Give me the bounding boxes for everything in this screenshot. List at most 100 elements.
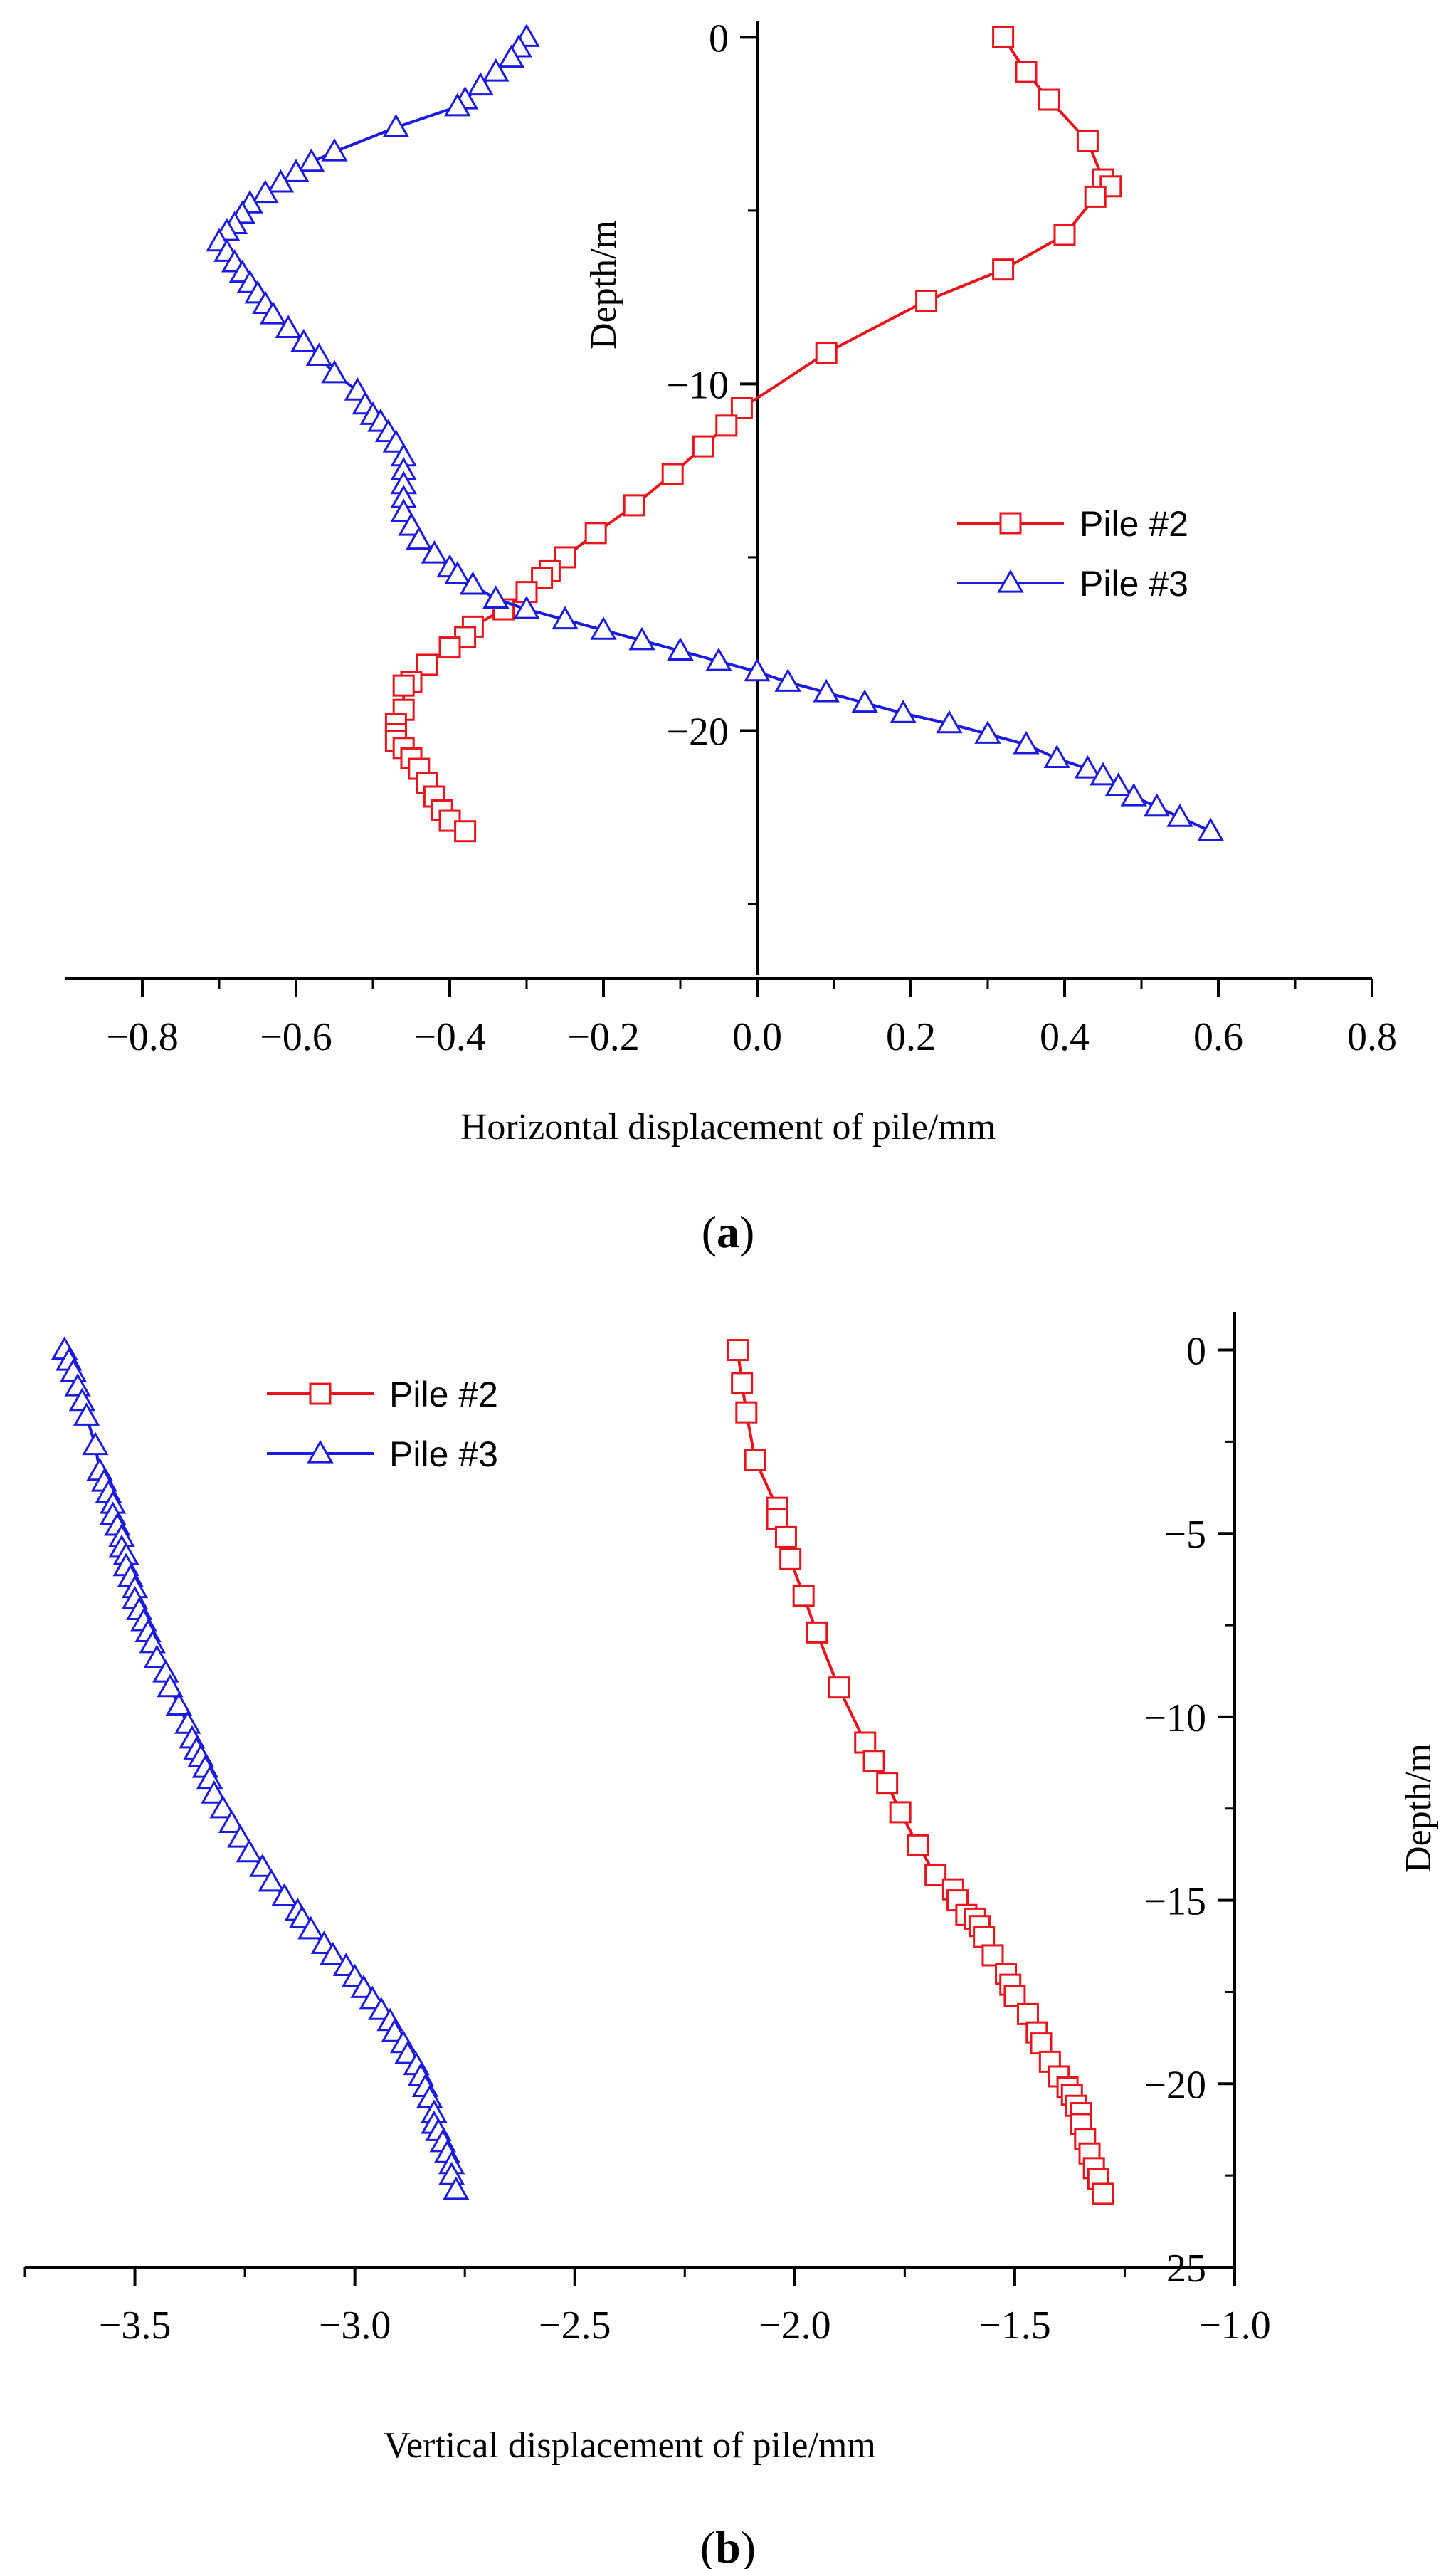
chart-a-point-pile3 xyxy=(482,585,510,609)
chart-a-point-pile2 xyxy=(992,258,1015,281)
chart-a-point-pile3 xyxy=(552,606,579,630)
chart-a-point-pile3 xyxy=(482,58,510,82)
chart-a-point-pile2 xyxy=(438,636,461,659)
chart-a-point-pile2 xyxy=(692,435,714,458)
chart-a-point-pile2 xyxy=(416,653,438,676)
chart-b-x-tick-label: −1.5 xyxy=(978,2303,1051,2348)
chart-a-point-pile3 xyxy=(974,720,1001,744)
chart-b-point-pile3 xyxy=(143,1644,171,1669)
chart-a-point-pile3 xyxy=(705,647,732,671)
chart-a-point-pile3 xyxy=(344,377,371,401)
chart-a-point-pile3 xyxy=(890,699,917,723)
chart-a-point-pile2 xyxy=(992,26,1015,48)
chart-a-point-pile3 xyxy=(390,498,417,522)
chart-b-legend-label: Pile #2 xyxy=(389,1375,498,1414)
chart-b-x-tick-label: −3.5 xyxy=(99,2303,172,2348)
chart-a-point-pile3 xyxy=(1043,745,1070,769)
chart-b-point-pile3 xyxy=(174,1711,201,1734)
chart-b-point-pile3 xyxy=(258,1868,285,1892)
chart-a-x-tick-label: −0.4 xyxy=(413,1015,486,1059)
chart-a-legend-marker xyxy=(997,569,1024,593)
chart-b-point-pile2 xyxy=(735,1401,758,1424)
chart-a-point-pile2 xyxy=(584,522,607,545)
chart-a-point-pile3 xyxy=(398,512,425,536)
chart-a-point-pile2 xyxy=(1084,185,1107,208)
chart-a-x-tick-label: 0.2 xyxy=(886,1015,936,1059)
chart-a-point-pile3 xyxy=(1074,755,1102,779)
chart-b-caption-open: ( xyxy=(700,2522,715,2569)
chart-b-point-pile3 xyxy=(320,1941,347,1965)
chart-b-legend: Pile #2 Pile #3 xyxy=(267,1375,498,1474)
chart-a-point-pile3 xyxy=(667,637,694,661)
chart-a-point-pile3 xyxy=(1166,804,1193,827)
chart-b-point-pile2 xyxy=(1003,1985,1026,2007)
chart-b-point-pile2 xyxy=(1030,2032,1053,2055)
chart-a-point-pile3 xyxy=(744,658,771,682)
chart-a-series-line-2 xyxy=(394,36,1114,833)
chart-a-series xyxy=(206,23,1224,843)
chart-a-legend: Pile #2 Pile #3 xyxy=(957,504,1188,604)
chart-a-point-pile3 xyxy=(590,616,617,640)
chart-a-x-tick-label: −0.6 xyxy=(260,1015,332,1059)
chart-b-caption-letter: b xyxy=(715,2522,741,2569)
chart-b-point-pile2 xyxy=(981,1944,1004,1967)
chart-a-point-pile3 xyxy=(275,315,302,339)
chart-b-point-pile2 xyxy=(889,1801,912,1824)
chart-a-point-pile3 xyxy=(421,540,448,564)
chart-b-x-tick-label: −2.5 xyxy=(539,2303,611,2348)
chart-b-series-line-3 xyxy=(63,1349,458,2191)
chart-b-y-tick-label: −10 xyxy=(1144,1696,1206,1740)
chart-b-point-pile2 xyxy=(792,1585,815,1607)
chart-a-point-pile3 xyxy=(628,626,655,651)
chart-a-point-pile3 xyxy=(497,44,525,68)
chart-a-point-pile3 xyxy=(813,678,840,703)
chart-a-point-pile2 xyxy=(815,342,838,364)
chart-a: −0.8 −0.6 −0.4 −0.2 0.0 0.2 0.4 0.6 0.8 0 −10 −20 P… xyxy=(65,16,1397,1257)
chart-b-ylabel: Depth/m xyxy=(1398,1743,1439,1873)
chart-b-axes: −3.5 −3.0 −2.5 −2.0 −1.5 −1.0 0 −5 −10 −15 −20 −25 xyxy=(23,1312,1271,2348)
chart-b-x-tick-label: −2.0 xyxy=(759,2303,831,2348)
chart-a-x-tick-label: 0.0 xyxy=(732,1015,782,1059)
chart-b-y-tick-label: −15 xyxy=(1144,1880,1206,1924)
chart-a-caption-close: ) xyxy=(739,1207,754,1257)
chart-a-point-pile3 xyxy=(774,668,801,692)
chart-b-point-pile2 xyxy=(1016,2002,1039,2025)
chart-b-series xyxy=(51,1336,1114,2205)
chart-b-point-pile2 xyxy=(806,1621,828,1644)
chart-a-caption-letter: a xyxy=(717,1207,739,1257)
chart-a-point-pile3 xyxy=(1104,772,1132,796)
chart-a-point-pile3 xyxy=(1197,817,1224,841)
chart-b-caption: (b) xyxy=(700,2522,756,2569)
chart-b-legend-marker xyxy=(307,1439,334,1464)
chart-b-point-pile3 xyxy=(209,1795,236,1819)
chart-a-legend-marker xyxy=(999,512,1022,535)
chart-a-point-pile3 xyxy=(444,93,471,117)
chart-b-point-pile2 xyxy=(1092,2182,1114,2205)
chart-b-legend-label: Pile #3 xyxy=(389,1434,498,1474)
chart-a-point-pile2 xyxy=(715,414,738,437)
chart-a-x-tick-label: 0.4 xyxy=(1040,1015,1090,1059)
chart-a-point-pile3 xyxy=(444,561,471,584)
chart-b-y-tick-label: 0 xyxy=(1186,1330,1206,1374)
chart-a-point-pile2 xyxy=(1038,88,1060,111)
chart-a-caption: (a) xyxy=(702,1207,755,1257)
chart-a-point-pile3 xyxy=(382,429,410,453)
chart-b-point-pile2 xyxy=(774,1525,797,1548)
chart-a-legend-label: Pile #2 xyxy=(1080,504,1188,544)
chart-b-point-pile3 xyxy=(297,1916,325,1940)
chart-a-point-pile3 xyxy=(259,300,287,325)
chart-b-point-pile2 xyxy=(744,1449,766,1471)
chart-a-point-pile3 xyxy=(252,179,279,204)
chart-b-point-pile3 xyxy=(82,1431,109,1456)
chart-b-point-pile3 xyxy=(236,1839,263,1863)
chart-b-point-pile3 xyxy=(157,1674,184,1698)
chart-b-x-tick-label: −1.0 xyxy=(1198,2303,1271,2348)
chart-a-point-pile3 xyxy=(406,526,433,550)
chart-a-point-pile3 xyxy=(305,342,333,367)
chart-b: −3.5 −3.0 −2.5 −2.0 −1.5 −1.00−5−10−15−20−25 … xyxy=(23,1312,1439,2569)
chart-b-point-pile3 xyxy=(443,2176,470,2200)
chart-a-point-pile3 xyxy=(467,72,494,96)
chart-a-x-tick-label: 0.8 xyxy=(1347,1015,1397,1059)
chart-a-point-pile3 xyxy=(297,148,325,172)
